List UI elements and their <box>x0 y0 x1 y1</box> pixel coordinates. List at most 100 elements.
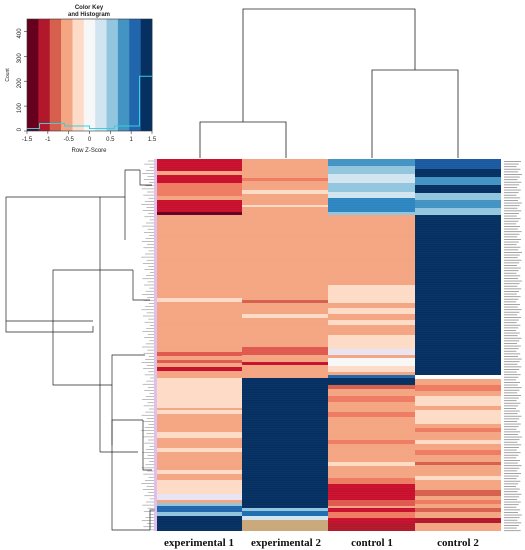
row-label-mark <box>504 265 517 266</box>
row-label-mark <box>504 410 520 412</box>
row-label-mark <box>504 309 522 311</box>
column-labels: experimental 1 experimental 2 control 1 … <box>164 537 479 549</box>
color-key-title-1: Color Key <box>75 5 104 11</box>
row-label-mark <box>504 413 518 415</box>
row-label-mark <box>504 348 519 350</box>
column-label-experimental-2: experimental 2 <box>251 537 321 549</box>
row-label-mark <box>504 478 517 480</box>
row-label-mark <box>504 319 519 321</box>
row-side-strip <box>154 159 157 531</box>
column-experimental-2 <box>242 159 328 531</box>
row-label-mark <box>504 343 517 344</box>
row-label-mark <box>504 231 522 233</box>
row-label-mark <box>504 181 522 183</box>
row-label-mark <box>504 285 518 287</box>
color-key-x-tick-label: 1.5 <box>148 137 157 143</box>
row-label-mark <box>504 205 520 207</box>
column-label-experimental-1: experimental 1 <box>164 537 234 549</box>
row-label-mark <box>504 496 520 498</box>
row-label-mark <box>504 275 521 277</box>
row-labels <box>504 161 522 532</box>
row-label-mark <box>504 480 521 482</box>
color-key-x-tick-label: -0.5 <box>63 137 74 143</box>
row-label-mark <box>504 272 517 274</box>
row-label-mark <box>504 218 521 220</box>
row-label-mark <box>504 439 520 441</box>
row-label-mark <box>504 176 520 178</box>
color-key-x-tick-label: 0 <box>88 137 92 143</box>
row-label-mark <box>504 291 519 292</box>
color-key-band <box>27 19 39 131</box>
row-label-mark <box>504 473 521 474</box>
row-label-mark <box>504 382 520 383</box>
row-label-mark <box>504 239 521 240</box>
row-label-mark <box>504 366 522 368</box>
row-label-mark <box>504 504 519 506</box>
row-label-mark <box>504 457 517 459</box>
row-label-mark <box>504 369 519 370</box>
color-key-x-tick-label: 0.5 <box>106 137 115 143</box>
row-label-mark <box>504 293 517 295</box>
row-label-mark <box>504 215 517 217</box>
row-label-mark <box>504 402 521 404</box>
row-label-mark <box>504 395 521 396</box>
color-key-y-tick-label: 300 <box>17 53 23 64</box>
row-label-mark <box>504 187 517 188</box>
row-label-mark <box>504 387 522 389</box>
row-label-mark <box>504 460 520 461</box>
heatmap-row-lines <box>157 159 501 530</box>
column-experimental-1 <box>157 159 242 531</box>
row-label-mark <box>504 522 522 524</box>
row-label-mark <box>504 184 520 186</box>
row-label-mark <box>504 322 517 324</box>
row-label-mark <box>504 483 519 485</box>
color-key-band <box>117 19 130 131</box>
row-label-mark <box>504 241 519 243</box>
column-label-control-2: control 2 <box>437 537 479 549</box>
row-label-mark <box>504 337 522 339</box>
color-key-y-tick-label: 400 <box>17 28 23 39</box>
row-label-mark <box>504 262 520 264</box>
row-label-mark <box>504 397 519 399</box>
row-label-mark <box>504 278 518 279</box>
row-label-mark <box>504 447 519 448</box>
row-label-mark <box>504 400 517 402</box>
color-key-band <box>106 19 119 131</box>
color-key-band <box>129 19 141 131</box>
color-key-band <box>49 19 62 131</box>
row-label-mark <box>504 210 522 212</box>
row-dendrogram <box>5 169 155 531</box>
row-label-mark <box>504 452 521 454</box>
color-key: Color Key and Histogram -1.5 -1 -0.5 0 0.5 1 1… <box>5 5 157 154</box>
row-label-mark <box>504 223 517 225</box>
heatmap <box>154 159 501 531</box>
row-label-mark <box>504 462 518 464</box>
row-label-mark <box>504 340 520 342</box>
color-key-title-2: and Histogram <box>68 12 110 18</box>
row-label-mark <box>504 470 518 472</box>
color-key-y-ticks: 0 100 200 300 400 <box>17 28 27 131</box>
row-label-mark <box>504 280 522 282</box>
row-label-mark <box>504 423 521 425</box>
row-label-mark <box>504 428 517 430</box>
row-label-mark <box>504 512 518 513</box>
row-label-mark <box>504 467 520 469</box>
row-label-mark <box>504 327 519 329</box>
color-key-x-ticks: -1.5 -1 -0.5 0 0.5 1 1.5 <box>22 131 157 143</box>
row-label-mark <box>504 257 518 259</box>
row-label-mark <box>504 332 520 334</box>
row-label-mark <box>504 486 516 487</box>
row-label-mark <box>504 267 521 269</box>
row-label-mark <box>504 405 519 407</box>
color-key-x-tick-label: -1.5 <box>22 137 33 143</box>
row-dendrogram-leaves <box>141 160 154 531</box>
row-label-mark <box>504 499 517 500</box>
row-label-mark <box>504 220 519 222</box>
row-label-mark <box>504 189 521 191</box>
color-key-x-tick-label: 1 <box>129 137 133 143</box>
color-key-bands <box>27 19 153 131</box>
row-label-mark <box>504 358 522 360</box>
row-label-mark <box>504 168 521 170</box>
row-label-mark <box>504 509 521 511</box>
